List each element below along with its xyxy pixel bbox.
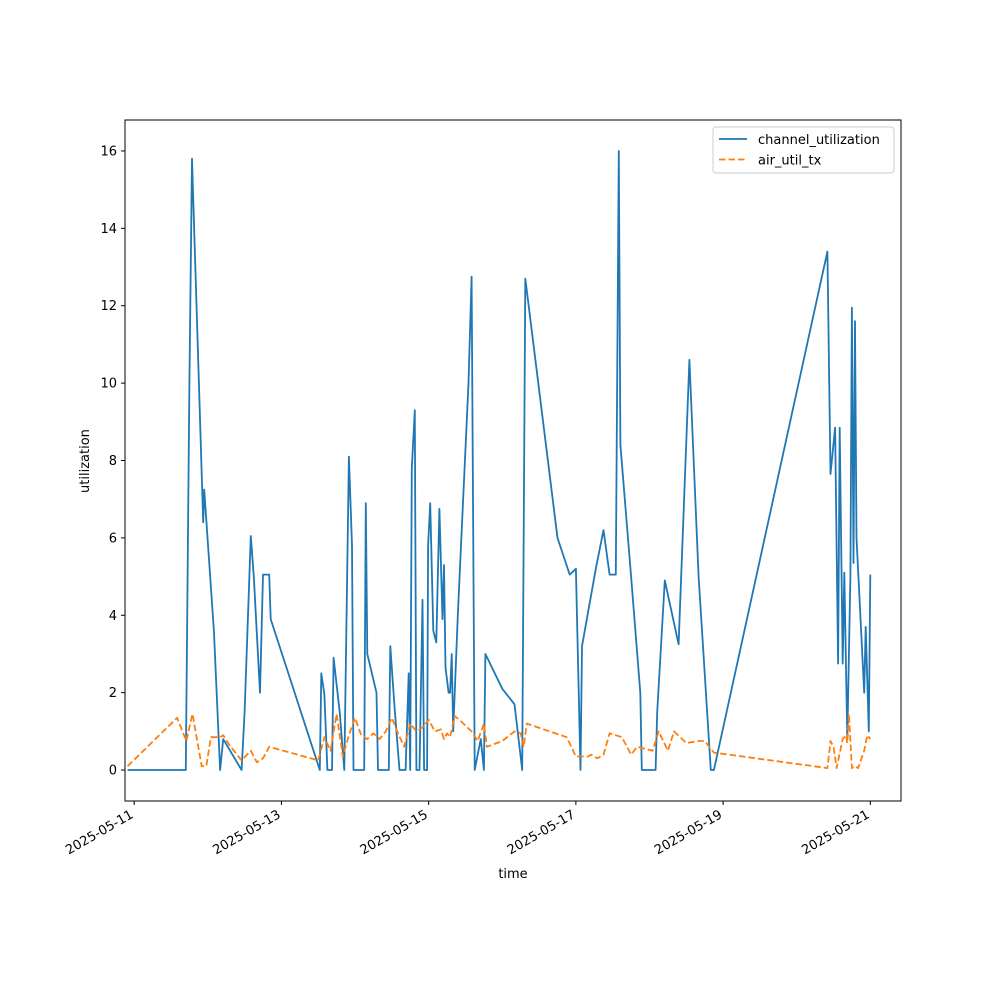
legend-label: air_util_tx: [758, 154, 822, 169]
y-tick-label: 12: [100, 299, 117, 314]
y-tick-label: 2: [109, 686, 117, 701]
x-axis-label: time: [498, 867, 527, 882]
series-line-air_util_tx: [126, 713, 872, 769]
y-tick-label: 10: [100, 377, 117, 392]
y-tick-label: 8: [109, 454, 117, 469]
legend-label: channel_utilization: [758, 133, 880, 148]
series-layer: [126, 150, 872, 771]
y-tick-label: 4: [109, 609, 117, 624]
legend: channel_utilization air_util_tx: [712, 126, 895, 174]
y-tick-label: 16: [100, 144, 117, 159]
y-axis-label: utilization: [78, 429, 93, 493]
y-tick-label: 0: [109, 764, 117, 779]
plot-area: [125, 120, 901, 801]
legend-box: [712, 126, 895, 174]
y-axis: 0 2 4 6 8 10 12 14 16: [100, 144, 125, 779]
y-tick-label: 14: [100, 222, 117, 237]
y-tick-label: 6: [109, 531, 117, 546]
series-line-channel_utilization: [127, 150, 872, 771]
